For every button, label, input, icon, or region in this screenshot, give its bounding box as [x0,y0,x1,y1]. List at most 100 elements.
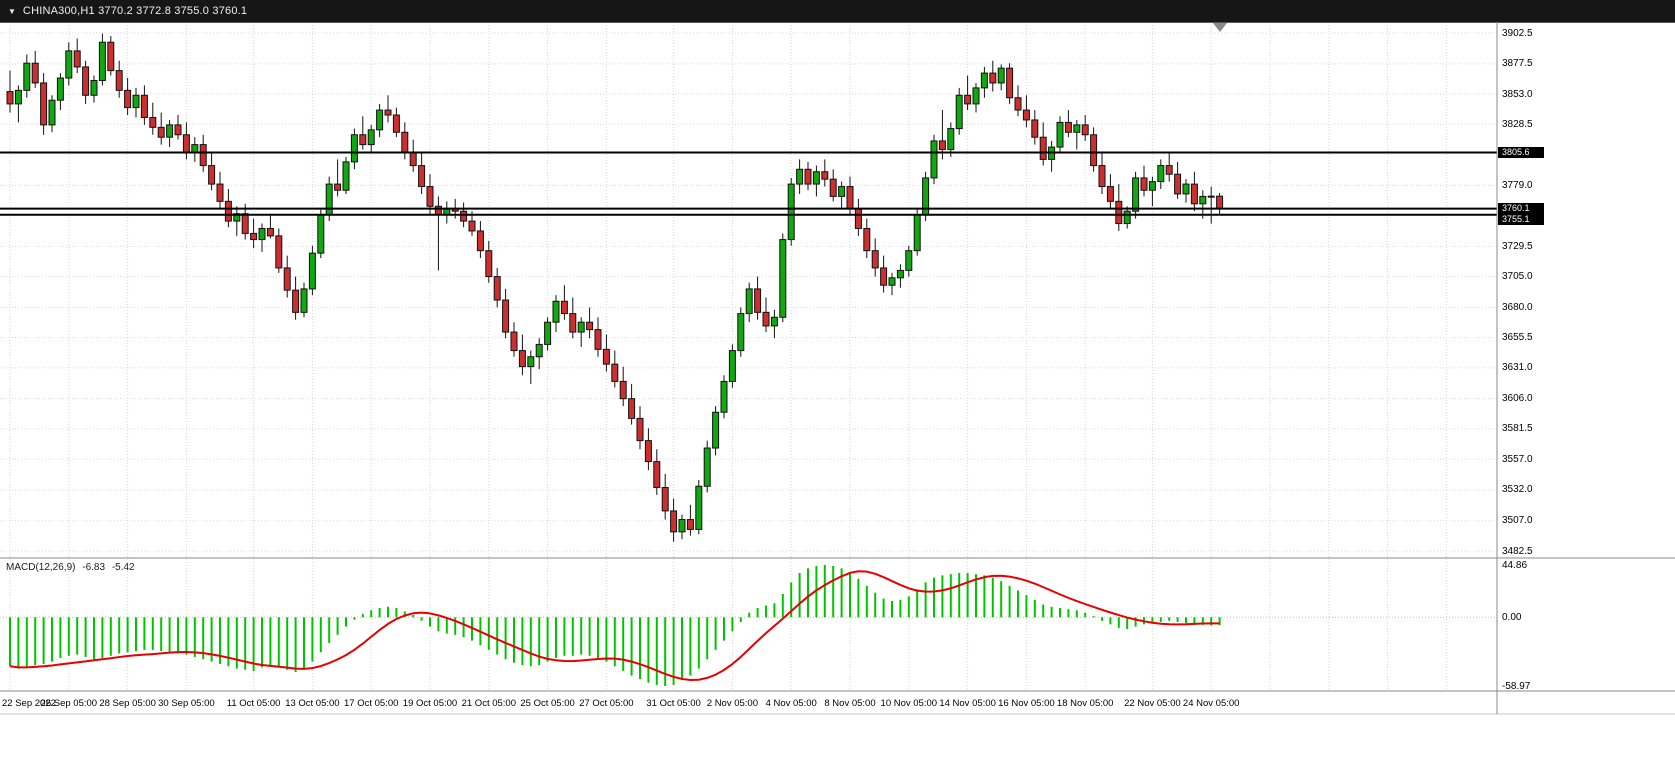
candle-body [737,313,745,352]
candle-body [678,519,686,533]
candle-body [224,200,232,222]
candle-body [594,329,602,350]
candle-body [754,288,762,313]
candle-body [779,239,787,318]
candle-body [720,380,728,413]
candle-body [48,99,56,126]
candle-body [686,519,694,530]
candle-body [191,144,199,153]
candle-body [854,208,862,229]
candle-body [266,227,274,237]
candle-body [1073,124,1081,133]
candle-body [670,510,678,533]
candle-body [644,440,652,463]
macd-indicator-label: MACD(12,26,9) -6.83 -5.42 [6,562,139,573]
symbol-dropdown-icon[interactable]: ▼ [8,6,16,16]
candle-body [728,350,736,382]
candle-body [955,94,963,130]
candle-body [208,165,216,185]
candle-body [182,134,190,153]
candle-body [367,129,375,146]
candle-body [510,331,518,352]
candle-body [1056,121,1064,148]
candle-body [611,363,619,382]
macd-signal-value: -5.42 [111,562,135,573]
candle-body [1031,119,1039,138]
candle-body [1132,177,1140,212]
candle-body [896,269,904,279]
candle-body [1165,165,1173,175]
candle-body [350,134,358,163]
candle-body [989,72,997,84]
candle-body [1039,136,1047,160]
candle-body [342,161,350,191]
candle-body [157,126,165,138]
macd-name: MACD(12,26,9) [6,562,76,573]
candle-body [468,220,476,232]
candle-body [65,50,73,79]
candle-body [31,62,39,84]
candle-body [493,276,501,301]
candle-body [1190,183,1198,205]
candle-body [602,348,610,365]
candle-body [1216,195,1224,210]
candle-body [972,87,980,105]
candle-body [1207,195,1215,198]
candle-body [938,140,946,151]
candle-body [1140,177,1148,191]
chart-title: CHINA300,H1 3770.2 3772.8 3755.0 3760.1 [22,5,248,17]
candle-body [258,227,266,241]
candle-body [98,41,106,81]
candle-body [174,124,182,136]
candle-body [426,186,434,207]
candle-body [619,380,627,400]
candle-body [485,250,493,278]
candle-body [586,321,594,331]
candle-body [334,183,342,191]
candle-body [762,311,770,327]
candle-body [863,227,871,252]
candle-body [770,316,778,327]
candle-body [628,398,636,419]
candle-body [636,417,644,442]
candle-body [392,114,400,133]
candle-body [703,447,711,487]
candle-body [1022,109,1030,121]
candle-body [821,171,829,180]
candle-body [930,140,938,179]
candle-body [317,214,325,254]
candle-body [6,91,14,105]
candle-body [292,289,300,313]
candle-body [308,252,316,290]
candle-body [359,134,367,146]
candle-body [216,183,224,202]
candle-body [300,288,308,313]
candle-body [1106,186,1114,202]
candle-body [233,213,241,222]
candle-body [325,183,333,216]
candle-body [166,124,174,138]
candle-body [82,66,90,96]
candle-body [1115,200,1123,225]
candle-body [997,67,1005,84]
candle-body [1006,67,1014,99]
candle-body [905,250,913,271]
candle-body [653,461,661,488]
candle-body [661,486,669,512]
candle-body [796,168,804,185]
candle-body [409,151,417,167]
candle-body [1157,165,1165,183]
candle-body [1014,97,1022,111]
candle-body [544,321,552,345]
candle-body [1199,195,1207,205]
candle-body [846,186,854,210]
candle-body [535,343,543,358]
candle-body [980,72,988,89]
macd-value: -6.83 [82,562,106,573]
candle-body [90,79,98,96]
candle-body [275,235,283,269]
candle-body [14,89,22,105]
candle-body [476,230,484,252]
candle-body [376,109,384,131]
